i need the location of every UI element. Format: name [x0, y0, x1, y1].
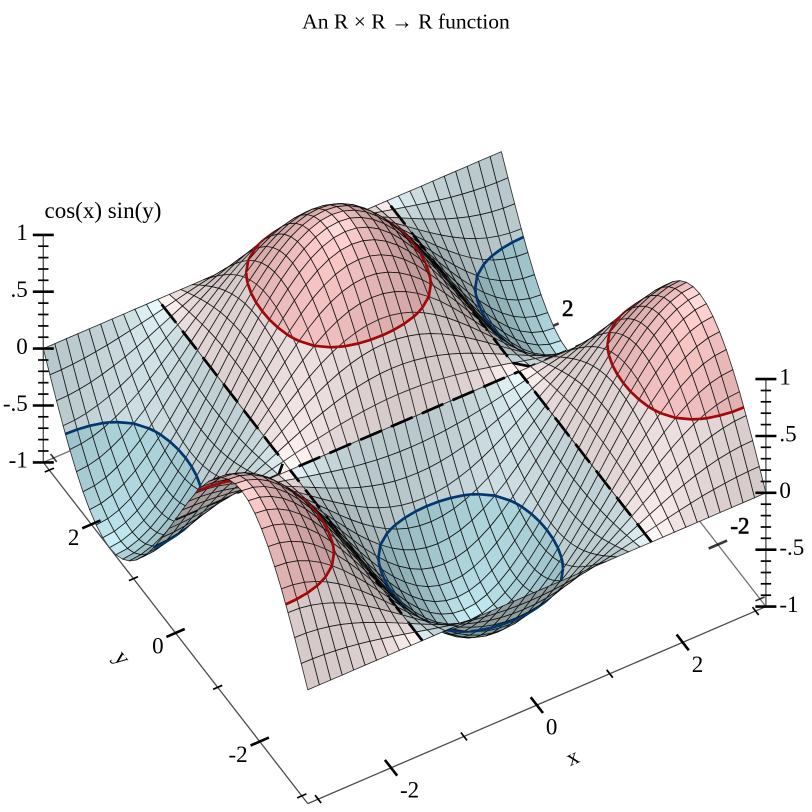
- svg-text:1: 1: [779, 364, 791, 389]
- svg-text:0: 0: [152, 634, 164, 659]
- svg-text:cos(x) sin(y): cos(x) sin(y): [45, 198, 162, 223]
- svg-text:2: 2: [68, 525, 80, 550]
- svg-text:-2: -2: [400, 777, 419, 802]
- svg-text:-.5: -.5: [3, 391, 28, 416]
- svg-text:0: 0: [16, 334, 28, 359]
- svg-text:.5: .5: [11, 277, 28, 302]
- svg-text:2: 2: [562, 296, 574, 321]
- svg-text:-.5: -.5: [779, 535, 804, 560]
- svg-text:0: 0: [546, 715, 558, 740]
- svg-text:.5: .5: [779, 421, 796, 446]
- svg-text:-1: -1: [779, 592, 798, 617]
- svg-text:0: 0: [779, 478, 791, 503]
- svg-text:-1: -1: [9, 448, 28, 473]
- svg-text:An R × R → R function: An R × R → R function: [302, 10, 510, 34]
- svg-text:2: 2: [692, 652, 704, 677]
- svg-text:-2: -2: [229, 742, 248, 767]
- svg-text:-2: -2: [730, 513, 749, 538]
- svg-text:1: 1: [16, 220, 28, 245]
